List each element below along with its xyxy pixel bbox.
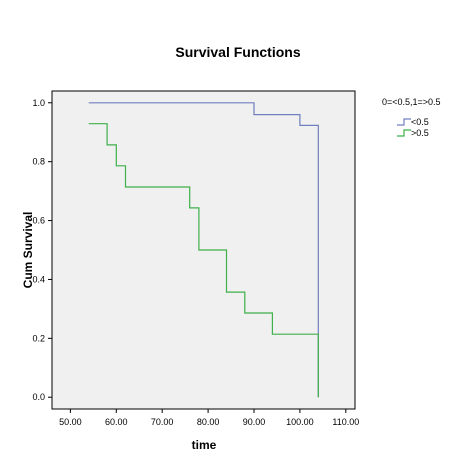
- survival-line-series-0: [88, 102, 319, 398]
- y-tick-label: 0.0: [32, 392, 45, 402]
- y-tick-label: 0.8: [32, 157, 45, 167]
- series-layer: [88, 102, 319, 398]
- x-tick-label: 50.00: [59, 417, 82, 427]
- x-tick-label: 100.00: [286, 417, 314, 427]
- legend-title: 0=<0.5,1=>0.5: [382, 97, 441, 107]
- axis-ticks: 50.00 60.00 70.00 80.00 90.00 100.00 110.00 0.0…: [32, 98, 359, 427]
- y-tick-label: 0.4: [32, 274, 45, 284]
- legend-swatch: [397, 129, 411, 137]
- x-tick-label: 80.00: [197, 417, 220, 427]
- chart-title: Survival Functions: [175, 44, 300, 60]
- y-tick-label: 1.0: [32, 98, 45, 108]
- legend-label: >0.5: [411, 128, 429, 138]
- x-tick-label: 70.00: [151, 417, 174, 427]
- x-tick-label: 90.00: [243, 417, 266, 427]
- y-tick-label: 0.2: [32, 333, 45, 343]
- legend-label: <0.5: [411, 117, 429, 127]
- survival-line-series-1: [88, 123, 319, 398]
- x-tick-label: 60.00: [105, 417, 128, 427]
- legend: <0.5>0.5: [397, 117, 429, 138]
- x-tick-label: 110.00: [332, 417, 359, 427]
- legend-swatch: [397, 118, 411, 126]
- y-tick-label: 0.6: [32, 216, 45, 226]
- x-axis-label: time: [192, 438, 217, 452]
- y-axis-label: Cum Survival: [21, 212, 35, 289]
